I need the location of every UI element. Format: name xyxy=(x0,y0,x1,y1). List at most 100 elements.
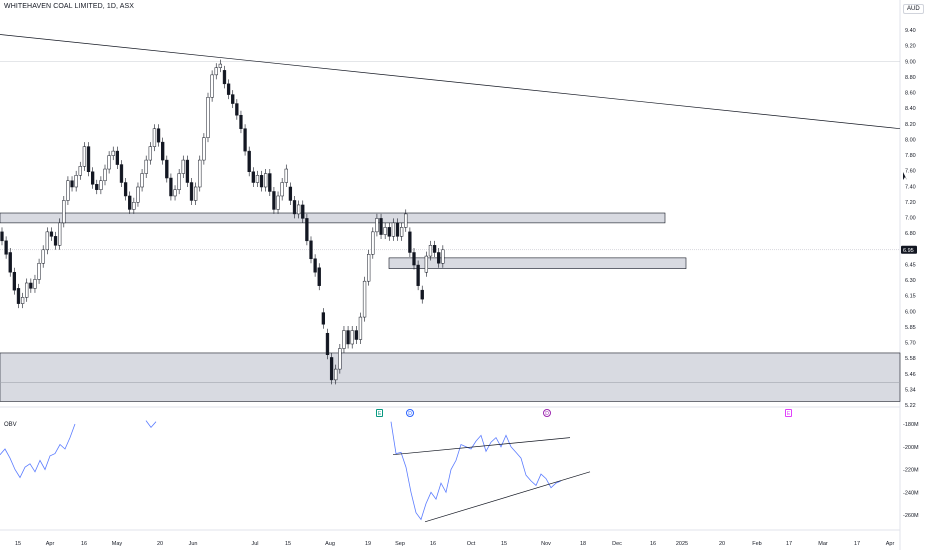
candle-bearish xyxy=(387,222,391,241)
candle-body xyxy=(185,159,190,183)
candle-bullish xyxy=(132,197,136,214)
earnings-marker[interactable]: E xyxy=(376,409,383,417)
candle-body xyxy=(284,168,288,183)
candle-body xyxy=(103,168,107,181)
support-resistance-zone xyxy=(388,257,687,269)
candle-body xyxy=(346,330,350,345)
candle-bullish xyxy=(338,343,342,374)
candle-bearish xyxy=(226,79,231,100)
x-tick-label: Jul xyxy=(251,541,258,547)
last-price-label: 6.95 xyxy=(903,248,914,254)
x-tick-label: 20 xyxy=(157,541,163,547)
x-tick-label: 17 xyxy=(854,541,860,547)
x-tick-label: 17 xyxy=(786,541,792,547)
obv-y-tick-label: -260M xyxy=(903,513,919,519)
candle-bearish xyxy=(235,99,239,120)
x-tick-label: May xyxy=(112,541,123,547)
y-tick-label: 8.00 xyxy=(905,137,916,143)
candle-bearish xyxy=(288,182,293,205)
candle-bullish xyxy=(371,227,375,259)
candle-bearish xyxy=(408,227,412,257)
x-tick-label: 15 xyxy=(501,541,507,547)
candle-bearish xyxy=(95,179,99,195)
chart-title: WHITEHAVEN COAL LIMITED, 1D, ASX xyxy=(4,3,135,10)
y-tick-label: 8.60 xyxy=(905,91,916,97)
candle-bullish xyxy=(20,292,25,309)
candle-body xyxy=(437,252,441,264)
candle-bullish xyxy=(367,249,371,286)
y-tick-label: 7.40 xyxy=(905,184,916,190)
candle-bearish xyxy=(305,213,309,246)
candle-body xyxy=(0,231,4,242)
candle-body xyxy=(367,254,371,282)
candle-body xyxy=(140,173,144,188)
candle-body xyxy=(189,182,194,201)
candle-body xyxy=(276,195,280,210)
x-tick-label: 16 xyxy=(81,541,87,547)
dividend-marker[interactable]: D xyxy=(543,409,551,417)
candle-body xyxy=(95,184,99,190)
candle-body xyxy=(313,258,317,273)
candle-body xyxy=(231,94,235,104)
candle-body xyxy=(338,348,342,370)
candle-bearish xyxy=(222,65,227,89)
candle-bearish xyxy=(395,218,400,241)
candle-body xyxy=(41,249,45,264)
candle-bearish xyxy=(169,173,173,201)
candle-bullish xyxy=(37,258,41,284)
candle-bullish xyxy=(358,312,363,344)
candle-bearish xyxy=(165,155,169,183)
candle-body xyxy=(408,231,412,253)
candle-bullish xyxy=(264,169,268,192)
candle-body xyxy=(173,189,177,197)
candle-bullish xyxy=(350,326,354,349)
x-tick-label: Mar xyxy=(818,541,828,547)
candle-body xyxy=(321,312,326,325)
candle-body xyxy=(280,182,284,197)
candle-body xyxy=(251,171,255,183)
candle-bearish xyxy=(119,160,124,187)
y-tick-label: 8.80 xyxy=(905,75,916,81)
candle-body xyxy=(272,191,276,210)
candle-body xyxy=(288,186,293,201)
candle-bearish xyxy=(115,146,120,170)
candle-body xyxy=(193,186,198,201)
candle-bearish xyxy=(231,90,235,109)
dividend-marker[interactable]: D xyxy=(406,409,414,417)
y-tick-label: 6.80 xyxy=(905,231,916,237)
candle-body xyxy=(12,271,17,291)
candle-body xyxy=(412,252,416,266)
currency-button[interactable]: AUD xyxy=(903,4,924,14)
candle-body xyxy=(202,137,206,161)
candle-body xyxy=(148,146,152,161)
candle-bearish xyxy=(321,308,326,329)
candle-body xyxy=(4,240,8,255)
obv-lower-trendline xyxy=(424,471,591,523)
candle-bullish xyxy=(334,364,338,385)
candle-bullish xyxy=(140,169,144,192)
candle-bearish xyxy=(301,200,305,223)
candle-bearish xyxy=(29,278,33,293)
candle-bearish xyxy=(239,110,243,134)
x-tick-label: Aug xyxy=(325,541,335,547)
candle-bearish xyxy=(259,170,264,192)
candle-bearish xyxy=(12,267,17,295)
candle-body xyxy=(37,263,41,280)
candle-bullish xyxy=(255,170,260,187)
candle-bearish xyxy=(416,260,420,291)
candle-body xyxy=(424,255,429,273)
candle-bullish xyxy=(424,251,429,277)
earnings-marker[interactable]: E xyxy=(785,409,792,417)
indicator-label: OBV xyxy=(4,422,17,428)
candle-bearish xyxy=(243,124,247,156)
candle-body xyxy=(123,182,128,197)
candle-bullish xyxy=(280,178,284,201)
candle-bullish xyxy=(41,245,45,268)
candle-bearish xyxy=(70,176,74,192)
candle-body xyxy=(375,218,379,233)
candle-bearish xyxy=(268,169,272,196)
candle-body xyxy=(371,231,375,255)
candle-bullish xyxy=(177,169,181,195)
candle-bearish xyxy=(432,240,437,257)
